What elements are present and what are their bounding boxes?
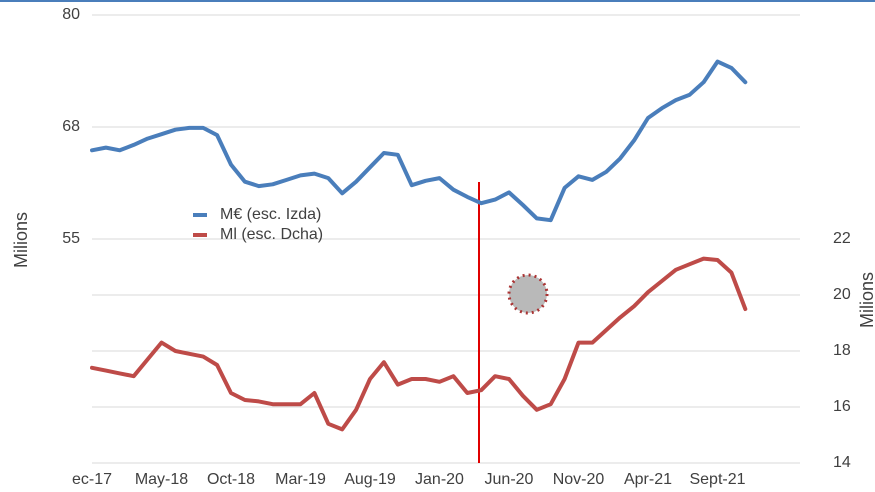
x-tick-label: Jun-20 (485, 471, 534, 488)
y2-axis-title: Milions (857, 272, 875, 328)
y2-tick-label: 20 (833, 286, 851, 303)
x-tick-label: Apr-21 (624, 471, 672, 488)
x-tick-label: Nov-20 (553, 471, 605, 488)
x-tick-label: Oct-18 (207, 471, 255, 488)
y2-tick-label: 18 (833, 342, 851, 359)
y-tick-label: 80 (62, 6, 80, 23)
x-tick-label: ec-17 (72, 471, 112, 488)
y-axis-title: Milions (11, 212, 31, 268)
legend-label: Ml (esc. Dcha) (220, 226, 323, 243)
x-tick-label: Aug-19 (344, 471, 396, 488)
x-tick-label: Sept-21 (689, 471, 745, 488)
y2-tick-label: 22 (833, 230, 851, 247)
legend-label: M€ (esc. Izda) (220, 206, 321, 223)
y2-tick-label: 14 (833, 454, 851, 471)
x-tick-label: Mar-19 (275, 471, 326, 488)
y2-tick-label: 16 (833, 398, 851, 415)
series-line (90, 59, 748, 223)
y-tick-label: 55 (62, 230, 80, 247)
x-tick-label: May-18 (135, 471, 188, 488)
series-line (90, 256, 748, 432)
x-tick-label: Jan-20 (415, 471, 464, 488)
y-tick-label: 68 (62, 118, 80, 135)
virus-icon (507, 273, 549, 315)
